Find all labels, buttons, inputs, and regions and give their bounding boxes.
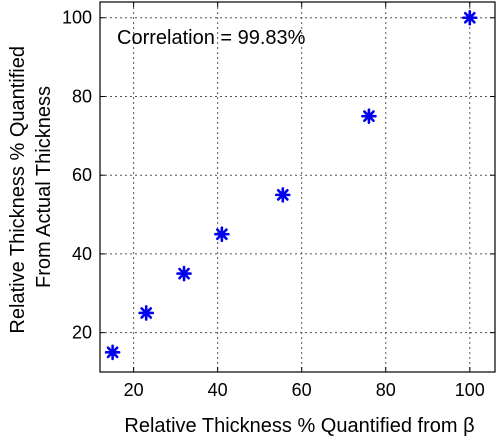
data-point bbox=[461, 9, 478, 26]
data-point-stroke bbox=[178, 267, 190, 280]
x-tick-label: 80 bbox=[376, 380, 396, 400]
x-tick-label: 20 bbox=[124, 380, 144, 400]
data-points bbox=[104, 9, 478, 361]
data-point-stroke bbox=[463, 11, 476, 24]
x-tick-label: 100 bbox=[455, 380, 485, 400]
y-axis-label-line-2: From Actual Thickness bbox=[33, 86, 55, 288]
data-point bbox=[274, 187, 291, 203]
x-axis-label: Relative Thickness % Quantified from β bbox=[124, 415, 474, 437]
y-tick-label: 80 bbox=[72, 86, 92, 106]
plot-area-frame bbox=[99, 1, 496, 373]
data-point-stroke bbox=[106, 346, 119, 359]
grid bbox=[100, 2, 495, 372]
axis-ticks: 20 40 60 80 100 20 40 60 80 100 bbox=[62, 2, 495, 400]
y-axis-label-line-1: Relative Thickness % Quantified bbox=[7, 46, 29, 334]
y-tick-label: 100 bbox=[62, 8, 92, 28]
y-axis-label: Relative Thickness % Quantified From Act… bbox=[7, 40, 55, 333]
y-tick-label: 20 bbox=[72, 323, 92, 343]
data-point bbox=[104, 344, 121, 361]
data-point bbox=[176, 265, 192, 282]
data-point-stroke bbox=[363, 110, 375, 123]
data-point bbox=[214, 226, 230, 243]
x-tick-label: 60 bbox=[292, 380, 312, 400]
data-point-stroke bbox=[276, 188, 289, 201]
data-point-stroke bbox=[140, 307, 153, 319]
data-point-stroke bbox=[215, 228, 228, 241]
data-point bbox=[361, 108, 377, 124]
y-tick-label: 40 bbox=[72, 244, 92, 264]
x-tick-label: 40 bbox=[208, 380, 228, 400]
correlation-annotation: Correlation = 99.83% bbox=[117, 27, 306, 49]
y-tick-label: 60 bbox=[72, 165, 92, 185]
data-point bbox=[138, 305, 155, 321]
